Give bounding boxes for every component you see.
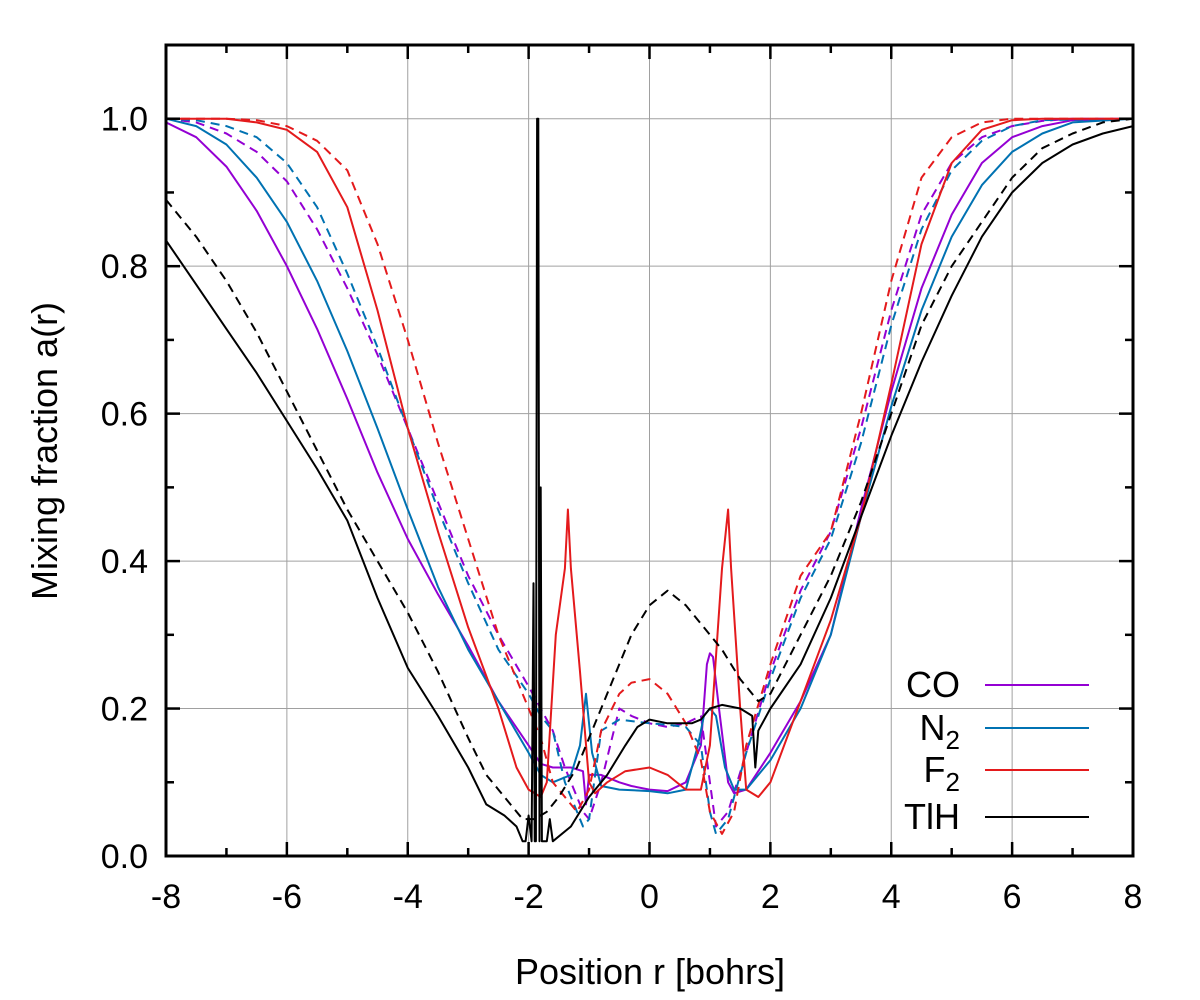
x-tick-label: -2: [514, 878, 544, 916]
series-line-f2-solid: [166, 117, 1133, 798]
grid: [166, 45, 1133, 856]
x-tick-label: 6: [1003, 878, 1022, 916]
x-tick-label: 8: [1124, 878, 1143, 916]
series-line-tlh-solid: [165, 117, 1134, 843]
y-tick-label: 1.0: [101, 101, 148, 139]
x-tick-label: 0: [640, 878, 659, 916]
ticks: [164, 43, 1135, 858]
series-line-tlh-dashed: [165, 117, 1134, 821]
y-tick-label: 0.8: [101, 248, 148, 286]
series-layer: [165, 117, 1134, 843]
legend-label-co: CO: [906, 664, 960, 705]
tick-labels: -8 -6 -4 -2 0 2 4 6 8 0.0 0.2 0.4 0.6 0.8 1.0: [101, 101, 1143, 916]
series-line-f2-dashed: [166, 117, 1133, 835]
y-tick-label: 0.0: [101, 838, 148, 876]
y-tick-label: 0.4: [101, 543, 148, 581]
legend-label-n2: N2: [920, 707, 960, 755]
legend-label-f2: F2: [924, 749, 960, 797]
x-axis-label: Position r [bohrs]: [515, 951, 785, 992]
series-line-n2-solid: [165, 117, 1134, 795]
x-tick-label: 2: [761, 878, 780, 916]
x-tick-label: -4: [393, 878, 423, 916]
y-tick-label: 0.2: [101, 691, 148, 729]
series-line-co-dashed: [165, 117, 1133, 828]
x-tick-label: -6: [272, 878, 302, 916]
y-tick-label: 0.6: [101, 396, 148, 434]
legend-label-tlh: TlH: [904, 796, 960, 837]
series-line-n2-dashed: [165, 117, 1134, 835]
y-axis-label: Mixing fraction a(r): [24, 302, 65, 600]
x-tick-label: 4: [882, 878, 901, 916]
x-tick-label: -8: [151, 878, 181, 916]
